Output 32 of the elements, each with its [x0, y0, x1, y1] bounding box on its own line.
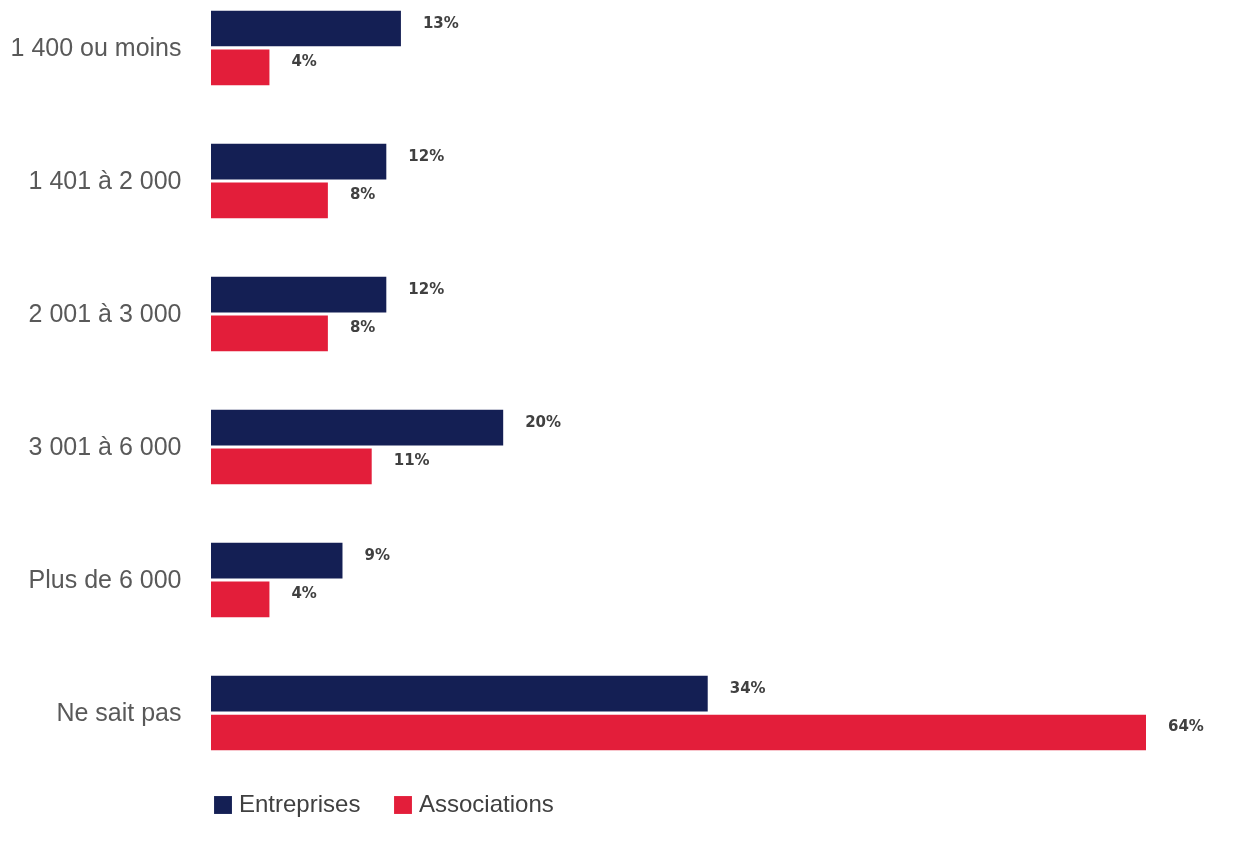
bar — [211, 10, 401, 47]
bar — [211, 276, 387, 313]
data-label: 4% — [291, 584, 317, 603]
y-tick-label: 2 001 à 3 000 — [28, 298, 182, 327]
y-tick-label: 3 001 à 6 000 — [28, 432, 182, 461]
bar — [211, 182, 328, 219]
bar — [211, 49, 270, 86]
data-label: 11% — [393, 451, 430, 470]
data-label: 13% — [422, 13, 459, 32]
bar — [211, 315, 328, 352]
data-label: 9% — [364, 545, 390, 564]
y-tick-label: Ne sait pas — [56, 698, 182, 727]
data-label: 4% — [291, 52, 317, 71]
bar — [211, 675, 708, 712]
bar — [211, 714, 1146, 751]
data-label: 8% — [349, 185, 376, 204]
legend-label: Entreprises — [239, 790, 361, 817]
data-label: 20% — [525, 412, 562, 431]
bar — [211, 409, 504, 446]
y-tick-label: 1 401 à 2 000 — [28, 165, 182, 194]
bar — [211, 448, 372, 485]
data-label: 12% — [408, 279, 445, 298]
y-tick-label: 1 400 ou moins — [10, 32, 182, 61]
data-label: 64% — [1168, 717, 1204, 736]
legend-label: Associations — [419, 790, 554, 817]
bar — [211, 143, 387, 180]
y-tick-label: Plus de 6 000 — [28, 565, 182, 594]
bar — [211, 542, 343, 579]
data-label: 12% — [408, 146, 445, 165]
data-label: 8% — [349, 318, 376, 337]
data-label: 34% — [729, 678, 766, 697]
bar — [211, 581, 270, 618]
